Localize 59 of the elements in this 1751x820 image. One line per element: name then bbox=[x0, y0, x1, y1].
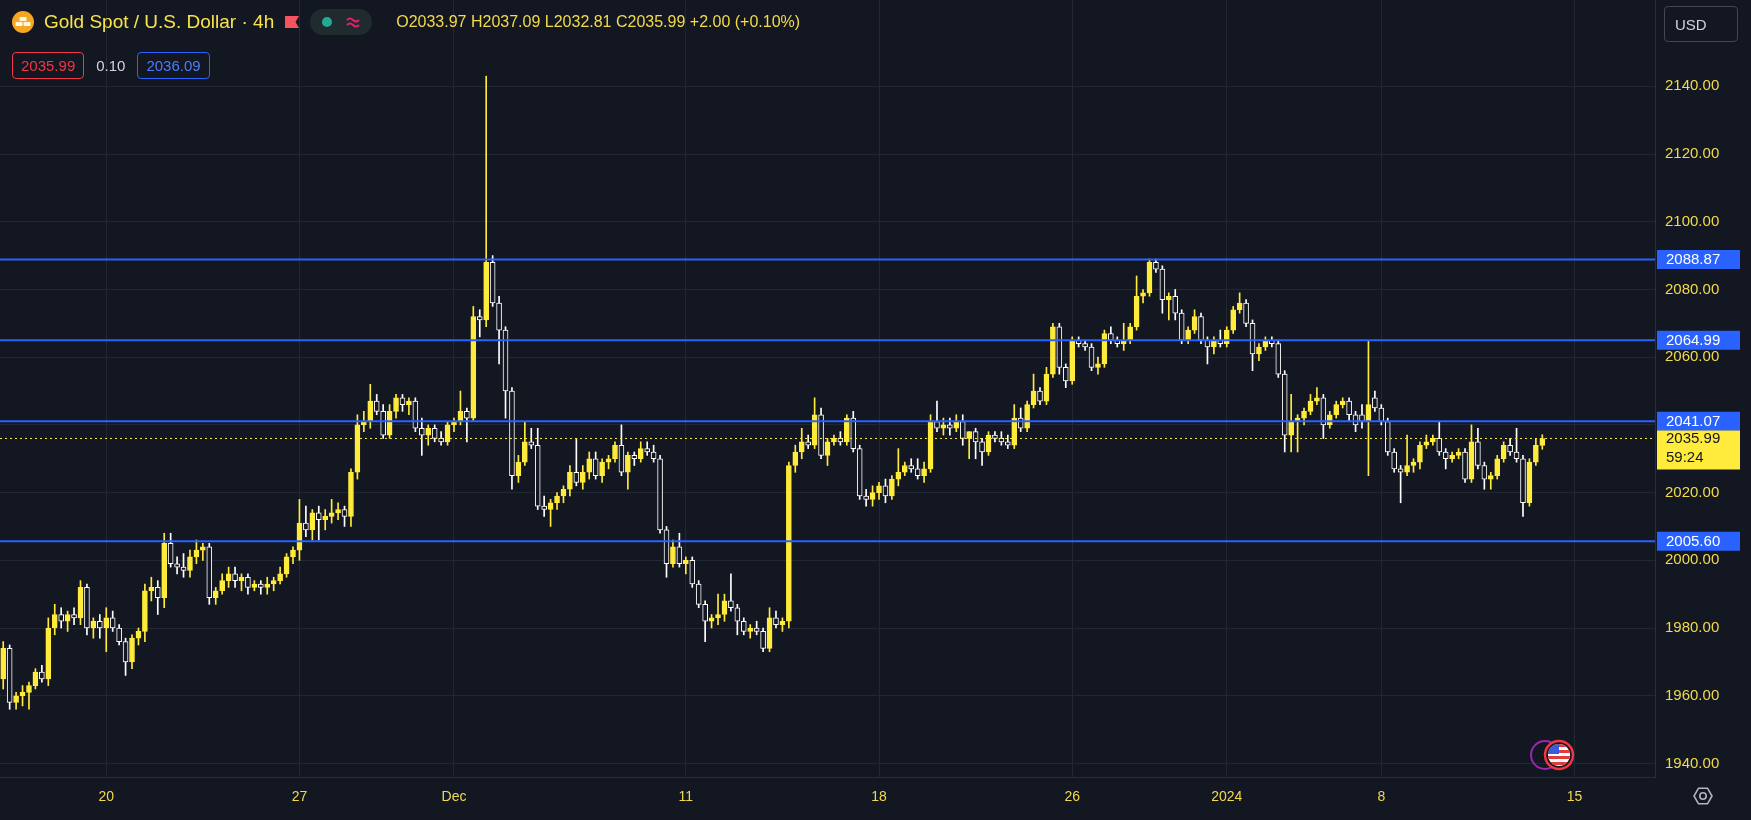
text: Gold Spot / U.S. Dollar · 4h bbox=[44, 11, 275, 33]
candlestick bbox=[200, 543, 206, 561]
x-tick-label: 18 bbox=[871, 788, 888, 805]
candlestick bbox=[335, 502, 341, 521]
x-tick-label: 2024 bbox=[1211, 788, 1243, 805]
candlestick bbox=[103, 607, 110, 653]
text: USD bbox=[1675, 15, 1707, 33]
y-tick-label: 2080.00 bbox=[1665, 279, 1720, 297]
candlestick bbox=[483, 75, 490, 328]
candlestick bbox=[406, 397, 412, 416]
candlestick bbox=[1487, 471, 1494, 490]
x-tick-label: 26 bbox=[1064, 788, 1081, 805]
candlestick bbox=[1165, 292, 1172, 321]
y-tick-label: 2000.00 bbox=[1665, 550, 1720, 568]
annotation: 0.10 bbox=[96, 57, 126, 74]
y-tick-label: 2060.00 bbox=[1665, 347, 1720, 365]
candlestick bbox=[715, 593, 721, 625]
candlestick bbox=[644, 441, 651, 456]
candlestick bbox=[174, 556, 180, 575]
candlestick bbox=[257, 580, 264, 595]
candlestick bbox=[438, 431, 444, 446]
candlestick bbox=[476, 309, 483, 338]
candlestick bbox=[71, 607, 77, 625]
y-tick-label: 1940.00 bbox=[1665, 753, 1720, 771]
ref-line-label: 2005.60 bbox=[1666, 532, 1721, 549]
annotation: 2035.99 bbox=[12, 52, 85, 79]
candlestick bbox=[315, 505, 322, 541]
candlestick bbox=[908, 458, 915, 473]
y-tick-label: 2100.00 bbox=[1665, 211, 1720, 229]
x-tick-label: 20 bbox=[98, 788, 115, 805]
candlestick bbox=[96, 614, 103, 639]
x-tick-label: Dec bbox=[441, 788, 467, 805]
x-tick-label: 15 bbox=[1566, 788, 1583, 805]
ref-line-label: 2088.87 bbox=[1666, 250, 1721, 268]
ref-line-label: 2035.99 bbox=[1666, 429, 1721, 447]
y-tick-label: 1980.00 bbox=[1665, 618, 1720, 636]
candlestick bbox=[863, 488, 869, 507]
y-tick-label: 1960.00 bbox=[1665, 685, 1720, 703]
y-tick-label: 2120.00 bbox=[1665, 144, 1720, 162]
x-tick-label: 8 bbox=[1377, 788, 1386, 805]
candlestick bbox=[747, 624, 754, 639]
candlestick bbox=[264, 576, 271, 595]
ref-line-label: 2064.99 bbox=[1666, 330, 1721, 348]
candlestick bbox=[303, 505, 309, 537]
candlestick bbox=[418, 417, 425, 456]
y-tick-label: 2140.00 bbox=[1665, 76, 1720, 94]
candlestick bbox=[541, 495, 547, 517]
candlestick bbox=[1314, 387, 1320, 405]
x-tick-label: 27 bbox=[291, 788, 308, 805]
y-tick-label: 2020.00 bbox=[1665, 482, 1720, 500]
candlestick bbox=[1095, 356, 1101, 375]
candlestick bbox=[728, 573, 734, 612]
x-tick-label: 11 bbox=[678, 788, 694, 805]
annotation: 2036.09 bbox=[137, 52, 210, 79]
candlestick bbox=[683, 556, 689, 575]
candlestick bbox=[322, 509, 329, 531]
ref-line-label: 2041.07 bbox=[1666, 411, 1721, 429]
text: 59:24 bbox=[1666, 448, 1704, 466]
text: O2033.97 H2037.09 L2032.81 C2035.99 +2.00 (+0.10%) bbox=[396, 13, 801, 31]
